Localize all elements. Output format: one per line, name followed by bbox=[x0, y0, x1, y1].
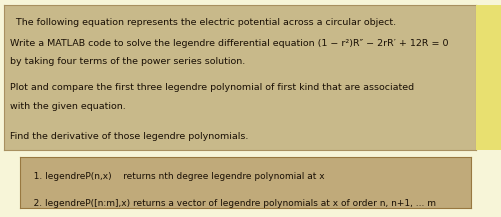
Text: 2. legendreP([n:m],x) returns a vector of legendre polynomials at x of order n, : 2. legendreP([n:m],x) returns a vector o… bbox=[25, 199, 435, 208]
Text: Find the derivative of those legendre polynomials.: Find the derivative of those legendre po… bbox=[10, 132, 248, 141]
Text: with the given equation.: with the given equation. bbox=[10, 102, 125, 111]
Text: by taking four terms of the power series solution.: by taking four terms of the power series… bbox=[10, 57, 245, 66]
Text: Plot and compare the first three legendre polynomial of first kind that are asso: Plot and compare the first three legendr… bbox=[10, 83, 414, 92]
Text: Write a MATLAB code to solve the legendre differential equation (1 − r²)R″ − 2rR: Write a MATLAB code to solve the legendr… bbox=[10, 39, 448, 48]
Text: 1. legendreP(n,x)    returns nth degree legendre polynomial at x: 1. legendreP(n,x) returns nth degree leg… bbox=[25, 172, 324, 181]
Text: The following equation represents the electric potential across a circular objec: The following equation represents the el… bbox=[10, 18, 396, 27]
